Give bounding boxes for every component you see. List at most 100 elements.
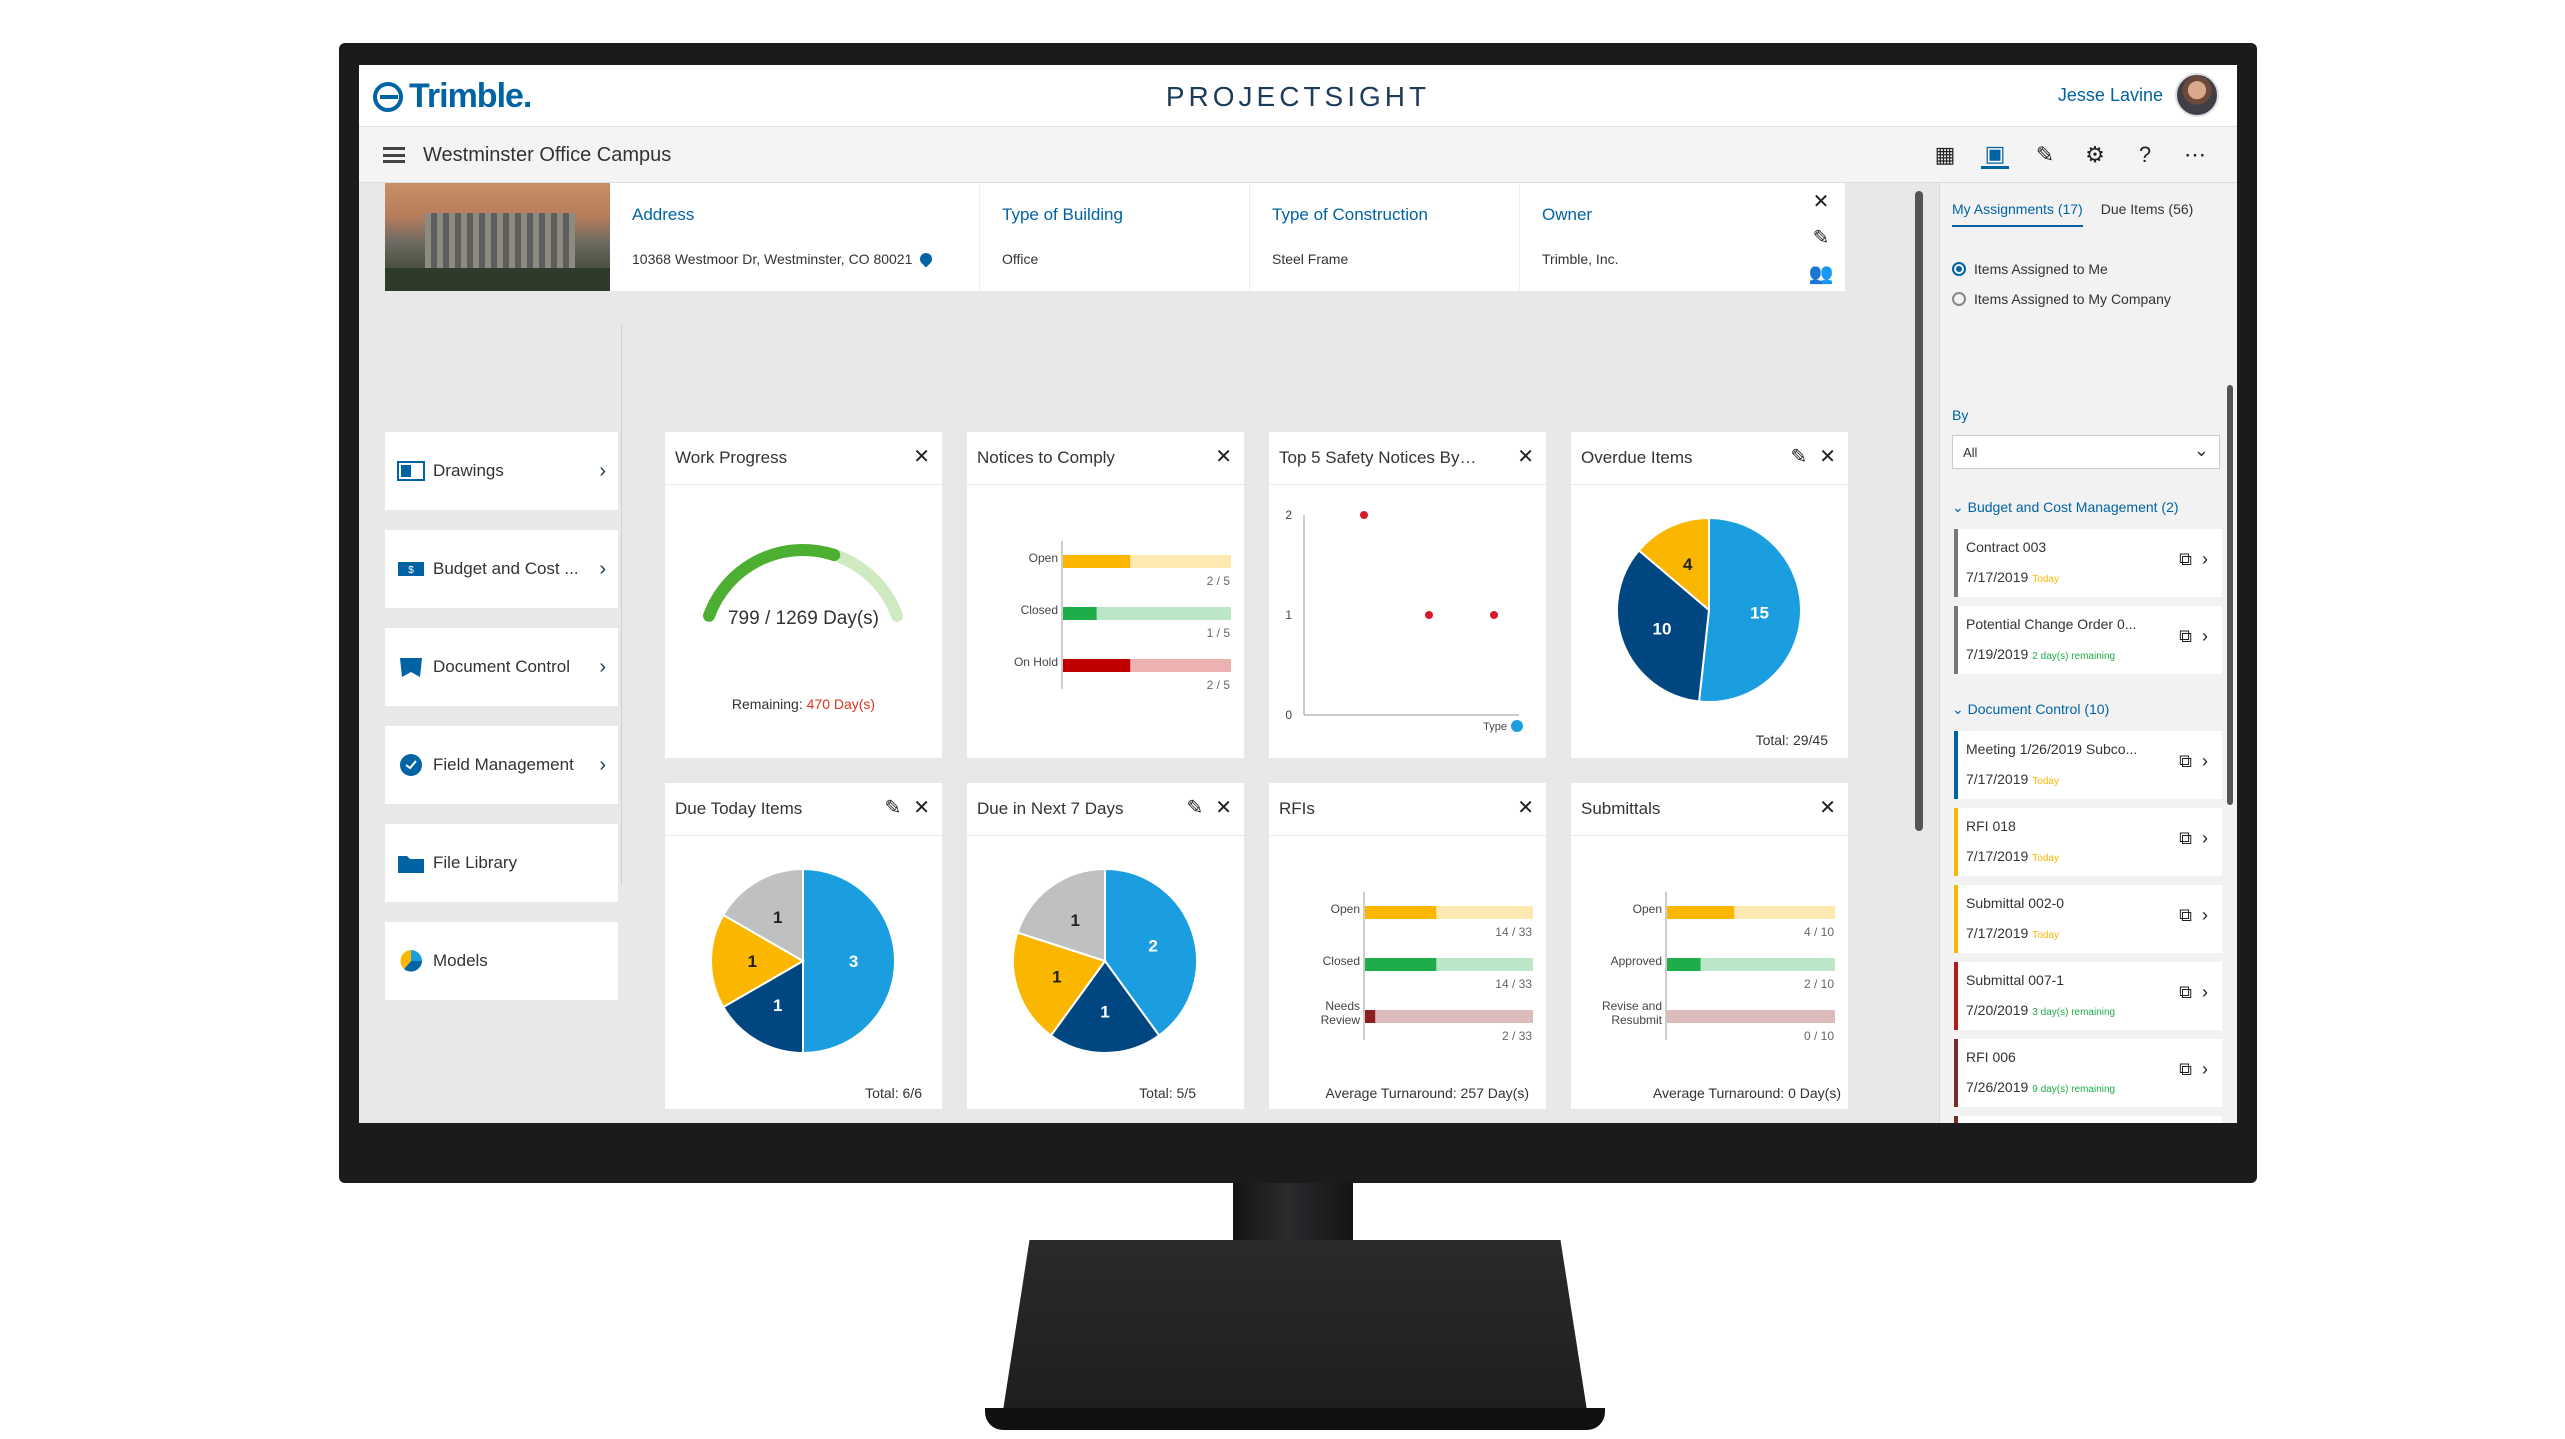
assignment-item[interactable]: RFI 006 7/26/2019 9 day(s) remaining ⧉ › xyxy=(1954,1039,2222,1107)
panel-scrollbar[interactable] xyxy=(2227,385,2233,805)
open-external-icon[interactable]: ⧉ xyxy=(2179,828,2192,848)
item-status: Today xyxy=(2032,853,2059,864)
widget-title: RFIs xyxy=(1279,799,1315,818)
address-label: Address xyxy=(632,205,695,224)
drawings-icon xyxy=(397,460,425,482)
edit-icon[interactable]: ✎ xyxy=(884,797,902,819)
item-status: Today xyxy=(2032,574,2059,585)
radio-selected-icon[interactable] xyxy=(1952,262,1966,276)
pie-slice-label: 1 xyxy=(773,996,782,1015)
nav-budget-and-cost[interactable]: $ Budget and Cost ... › xyxy=(385,530,618,608)
more-options-icon[interactable]: ⋯ xyxy=(2184,142,2206,167)
chevron-right-icon: › xyxy=(599,459,606,482)
assignment-item[interactable]: RFI 018 7/17/2019 Today ⧉ › xyxy=(1954,808,2222,876)
assignment-item[interactable]: RFI 0197/27/201910 day(s) remaining⧉› xyxy=(1954,1116,2222,1123)
close-icon[interactable]: ✕ xyxy=(1812,190,1830,213)
group-budget-cost[interactable]: ⌄ Budget and Cost Management (2) xyxy=(1952,499,2179,515)
open-external-icon[interactable]: ⧉ xyxy=(2179,982,2192,1002)
nav-document-control[interactable]: Document Control › xyxy=(385,628,618,706)
edit-pencil-icon[interactable]: ✎ xyxy=(2035,142,2055,167)
team-icon[interactable]: 👥 xyxy=(1808,262,1834,285)
close-icon[interactable]: ✕ xyxy=(1517,797,1534,819)
nav-file-library[interactable]: File Library xyxy=(385,824,618,902)
monitor-stand xyxy=(1000,1240,1590,1430)
scatter-point xyxy=(1490,611,1498,619)
close-icon[interactable]: ✕ xyxy=(913,797,930,819)
tab-due-items[interactable]: Due Items (56) xyxy=(2100,201,2194,217)
open-external-icon[interactable]: ⧉ xyxy=(2179,626,2192,646)
widget-notices-to-comply: Notices to Comply ✕ Open 2 / 5 Closed 1 / 5… xyxy=(967,432,1244,758)
open-external-icon[interactable]: ⧉ xyxy=(2179,905,2192,925)
edit-icon[interactable]: ✎ xyxy=(1790,446,1808,468)
item-status: 2 day(s) remaining xyxy=(2032,651,2116,662)
user-menu[interactable]: Jesse Lavine xyxy=(2058,73,2219,117)
nav-field-management[interactable]: Field Management › xyxy=(385,726,618,804)
menu-icon[interactable] xyxy=(383,147,405,163)
chevron-right-icon: › xyxy=(599,655,606,678)
chevron-right-icon[interactable]: › xyxy=(2202,626,2208,646)
dashboard-grid-icon[interactable]: ▦ xyxy=(1934,142,1956,167)
address-value: 10368 Westmoor Dr, Westminster, CO 80021 xyxy=(632,251,913,267)
widget-title: Due in Next 7 Days xyxy=(977,799,1124,818)
chevron-right-icon[interactable]: › xyxy=(2202,549,2208,569)
owner-value: Trimble, Inc. xyxy=(1542,251,1619,267)
overdue-total: Total: 29/45 xyxy=(1755,732,1828,748)
bar-value-label: 0 / 10 xyxy=(1804,1029,1834,1043)
widget-submittals: Submittals ✕ Open 4 / 10 Approved 2 / 10 Rev… xyxy=(1571,783,1848,1109)
open-external-icon[interactable]: ⧉ xyxy=(2179,1059,2192,1079)
item-date: 7/26/2019 xyxy=(1966,1079,2029,1095)
models-icon xyxy=(397,950,425,972)
assignment-item[interactable]: Meeting 1/26/2019 Subco... 7/17/2019 Today… xyxy=(1954,731,2222,799)
chevron-right-icon[interactable]: › xyxy=(2202,905,2208,925)
assignment-item[interactable]: Contract 003 7/17/2019 Today ⧉ › xyxy=(1954,529,2222,597)
remaining-value: 470 Day(s) xyxy=(806,696,876,712)
construction-type-section: Type of Construction Steel Frame xyxy=(1250,183,1520,291)
chevron-right-icon[interactable]: › xyxy=(2202,1059,2208,1079)
by-select[interactable]: All xyxy=(1952,435,2220,469)
radio-assigned-to-me[interactable]: Items Assigned to Me xyxy=(1952,261,2108,277)
trimble-logo[interactable]: Trimble. xyxy=(373,77,532,116)
main-scrollbar[interactable] xyxy=(1915,191,1923,831)
nav-models[interactable]: Models xyxy=(385,922,618,1000)
help-icon[interactable]: ? xyxy=(2138,142,2152,167)
project-bar: Westminster Office Campus ▦ ▣ ✎ ⚙ ? ⋯ xyxy=(359,127,2237,183)
user-name[interactable]: Jesse Lavine xyxy=(2057,84,2163,105)
category-label: Resubmit xyxy=(1611,1013,1662,1027)
calendar-icon[interactable]: ▣ xyxy=(1981,141,2009,169)
building-type-label: Type of Building xyxy=(1002,205,1123,224)
radio-assigned-to-company[interactable]: Items Assigned to My Company xyxy=(1952,291,2171,307)
assignment-item[interactable]: Submittal 007-1 7/20/2019 3 day(s) remaini… xyxy=(1954,962,2222,1030)
edit-icon[interactable]: ✎ xyxy=(1186,797,1204,819)
close-icon[interactable]: ✕ xyxy=(1215,446,1232,468)
close-icon[interactable]: ✕ xyxy=(1819,797,1836,819)
settings-gear-icon[interactable]: ⚙ xyxy=(2085,142,2105,167)
nav-drawings[interactable]: Drawings › xyxy=(385,432,618,510)
bar-value-label: 14 / 33 xyxy=(1495,925,1532,939)
radio-unselected-icon[interactable] xyxy=(1952,292,1966,306)
chevron-right-icon[interactable]: › xyxy=(2202,982,2208,1002)
close-icon[interactable]: ✕ xyxy=(1819,446,1836,468)
bar-value-label: 2 / 5 xyxy=(1207,678,1231,692)
open-external-icon[interactable]: ⧉ xyxy=(2179,751,2192,771)
close-icon[interactable]: ✕ xyxy=(1517,446,1534,468)
monitor-stand-edge xyxy=(985,1408,1605,1430)
widget-title: Top 5 Safety Notices By Ty... xyxy=(1279,448,1479,467)
open-external-icon[interactable]: ⧉ xyxy=(2179,549,2192,569)
avatar[interactable] xyxy=(2175,73,2219,117)
close-icon[interactable]: ✕ xyxy=(913,446,930,468)
work-progress-gauge xyxy=(703,544,903,622)
scatter-point xyxy=(1360,511,1368,519)
assignment-item[interactable]: Potential Change Order 0... 7/19/2019 2 da… xyxy=(1954,606,2222,674)
chevron-right-icon[interactable]: › xyxy=(2202,751,2208,771)
scatter-point xyxy=(1425,611,1433,619)
nav-label: Models xyxy=(433,951,488,970)
map-pin-icon[interactable] xyxy=(917,250,935,268)
tab-my-assignments[interactable]: My Assignments (17) xyxy=(1952,201,2083,227)
widget-due-next-7-days: Due in Next 7 Days ✎ ✕ 2 1 1 1 Total: 5/5 xyxy=(967,783,1244,1109)
edit-icon[interactable]: ✎ xyxy=(1812,226,1830,249)
assignment-item[interactable]: Submittal 002-0 7/17/2019 Today ⧉ › xyxy=(1954,885,2222,953)
chevron-right-icon[interactable]: › xyxy=(2202,828,2208,848)
pie-slice-label: 3 xyxy=(849,952,858,971)
group-document-control[interactable]: ⌄ Document Control (10) xyxy=(1952,701,2110,717)
close-icon[interactable]: ✕ xyxy=(1215,797,1232,819)
